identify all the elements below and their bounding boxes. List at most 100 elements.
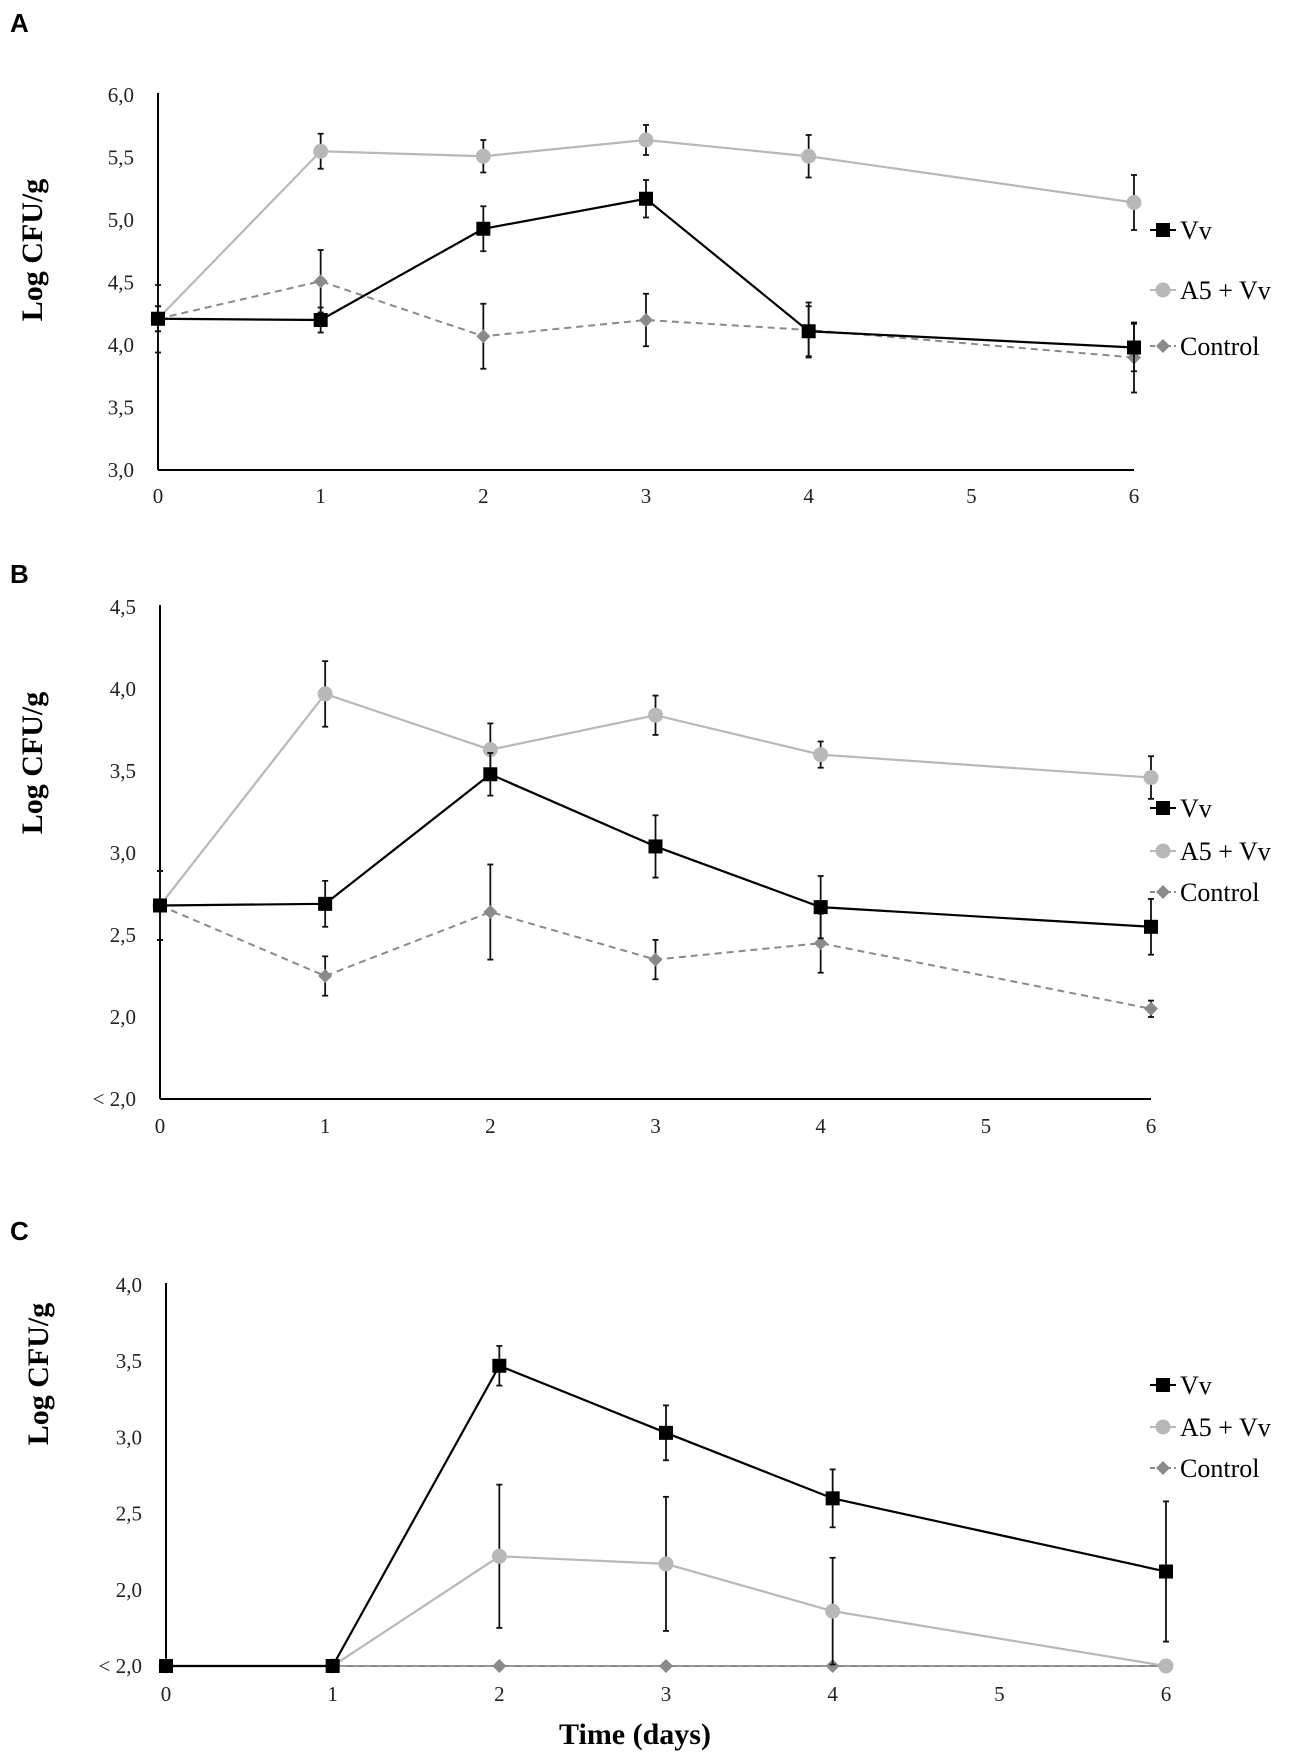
data-point-control: [476, 329, 491, 344]
y-tick-label: < 2,0: [93, 1087, 136, 1111]
y-tick-label: 3,5: [116, 1349, 142, 1373]
y-tick-label: 5,0: [108, 208, 134, 232]
series-line-a5-vv: [157, 138, 1135, 320]
x-tick-label: 0: [155, 1114, 166, 1138]
panel-c: C Log CFU/g Time (days) < 2,0 2,0 2,5 3,0 3,…: [10, 1216, 1271, 1751]
data-point-vv: [1144, 919, 1158, 934]
legend-marker-vv: [1156, 1378, 1170, 1392]
x-tick-label: 0: [153, 484, 164, 508]
y-tick-label: 4,0: [108, 333, 134, 357]
y-axis-label-b: Log CFU/g: [16, 692, 49, 835]
legend-item-a5-vv: A5 + Vv: [1150, 1413, 1271, 1442]
legend-label-vv: Vv: [1180, 1371, 1212, 1400]
legend-label-control: Control: [1180, 332, 1259, 361]
x-tick-label: 1: [315, 484, 326, 508]
x-tick-label: 4: [803, 484, 814, 508]
legend-label-vv: Vv: [1180, 216, 1212, 245]
x-tick-label: 5: [966, 484, 977, 508]
y-tick-label: 4,5: [110, 595, 136, 619]
data-point-control: [313, 274, 328, 289]
y-tick-label: 4,0: [110, 677, 136, 701]
legend-label-control: Control: [1180, 878, 1259, 907]
data-point-vv: [825, 1491, 840, 1506]
series-line-a5-vv: [159, 692, 1152, 907]
y-tick-label: < 2,0: [99, 1654, 142, 1678]
data-point-control: [648, 952, 663, 967]
data-point-control: [318, 969, 333, 983]
y-tick-label: 3,0: [108, 458, 134, 482]
data-point-a5-vv: [1143, 770, 1159, 786]
data-point-a5-vv: [801, 148, 817, 164]
data-point-control: [639, 313, 653, 327]
legend-item-vv: Vv: [1150, 216, 1212, 245]
x-tick-label: 1: [320, 1114, 331, 1138]
y-tick-label: 2,0: [116, 1578, 142, 1602]
x-tick-label: 2: [485, 1114, 496, 1138]
legend-marker-a5-vv: [1155, 1419, 1171, 1435]
data-point-control: [492, 1659, 507, 1673]
series-line-control: [157, 280, 1135, 359]
panel-letter-a: A: [10, 8, 29, 38]
y-tick-label: 3,0: [116, 1425, 142, 1449]
y-tick-label: 3,0: [110, 841, 136, 865]
data-point-vv: [325, 1659, 340, 1673]
legend-item-a5-vv: A5 + Vv: [1150, 837, 1271, 866]
y-tick-label: 4,0: [116, 1273, 142, 1297]
series-line-vv: [166, 1364, 1167, 1668]
x-tick-label: 4: [827, 1682, 838, 1706]
data-point-vv: [648, 839, 663, 854]
panel-a: A Log CFU/g 3,0 3,5 4,0 4,5 5,0 5,5 6,0 0 1 2 3 4 5 6…: [10, 8, 1271, 508]
data-point-a5-vv: [491, 1548, 507, 1564]
legend-label-control: Control: [1180, 1454, 1259, 1483]
x-tick-label: 6: [1161, 1682, 1172, 1706]
data-point-vv: [639, 191, 653, 206]
y-tick-label: 6,0: [108, 83, 134, 107]
data-point-a5-vv: [813, 747, 829, 763]
y-tick-label: 2,0: [110, 1005, 136, 1029]
data-point-vv: [1127, 340, 1141, 355]
data-point-vv: [153, 898, 167, 913]
data-point-vv: [492, 1358, 507, 1373]
panel-letter-c: C: [10, 1216, 29, 1246]
data-point-vv: [483, 767, 498, 782]
data-point-vv: [313, 313, 328, 327]
panel-b: B Log CFU/g < 2,0 2,0 2,5 3,0 3,5 4,0 4,5 0 1 2 3 4…: [10, 559, 1271, 1138]
data-point-vv: [813, 900, 828, 915]
y-tick-label: 2,5: [110, 923, 136, 947]
series-line-control: [159, 904, 1152, 1010]
data-point-a5-vv: [1126, 195, 1142, 210]
legend-label-a5-vv: A5 + Vv: [1180, 276, 1271, 305]
y-axis-label-c: Log CFU/g: [22, 1303, 55, 1446]
y-tick-label: 2,5: [116, 1502, 142, 1526]
data-point-vv: [476, 221, 491, 236]
data-point-vv: [801, 324, 816, 339]
x-tick-label: 6: [1146, 1114, 1157, 1138]
legend-label-a5-vv: A5 + Vv: [1180, 837, 1271, 866]
data-point-a5-vv: [638, 132, 654, 148]
data-point-vv: [659, 1425, 673, 1440]
data-point-vv: [1159, 1564, 1173, 1579]
data-point-a5-vv: [648, 707, 663, 723]
y-tick-label: 4,5: [108, 271, 134, 295]
data-point-control: [813, 936, 828, 951]
x-tick-label: 3: [641, 484, 652, 508]
y-axis-label-a: Log CFU/g: [16, 179, 49, 322]
legend-item-control: Control: [1150, 332, 1259, 361]
legend-label-vv: Vv: [1180, 794, 1212, 823]
x-tick-label: 2: [478, 484, 489, 508]
data-point-control: [483, 905, 498, 920]
legend-item-a5-vv: A5 + Vv: [1150, 276, 1271, 305]
data-point-control: [1144, 1001, 1158, 1016]
x-tick-label: 3: [661, 1682, 672, 1706]
data-point-control: [825, 1659, 840, 1673]
y-tick-label: 5,5: [108, 146, 134, 170]
legend-marker-a5-vv: [1155, 843, 1171, 859]
legend-label-a5-vv: A5 + Vv: [1180, 1413, 1271, 1442]
data-point-a5-vv: [1158, 1658, 1174, 1674]
series-line-vv: [159, 773, 1152, 928]
data-point-a5-vv: [317, 686, 333, 702]
data-point-vv: [159, 1659, 173, 1673]
x-axis-label-c: Time (days): [559, 1718, 711, 1751]
x-tick-label: 0: [161, 1682, 172, 1706]
